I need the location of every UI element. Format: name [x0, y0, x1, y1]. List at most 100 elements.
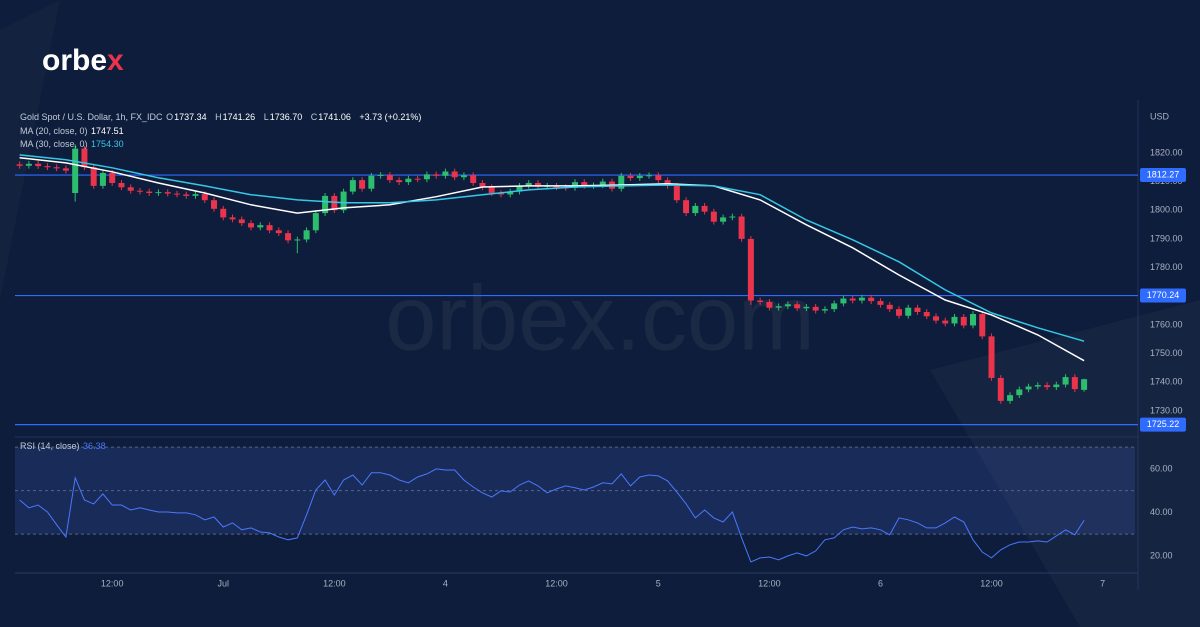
- level-tag: [1140, 288, 1186, 303]
- candle-body: [164, 192, 171, 194]
- legend-value: 1754.30: [91, 139, 124, 149]
- x-tick-label: 6: [878, 578, 883, 588]
- ohlc-label: C: [310, 112, 318, 122]
- candle-body: [322, 195, 329, 214]
- candle-body: [248, 223, 255, 228]
- candle-body: [497, 193, 504, 195]
- candle-body: [109, 172, 116, 183]
- candle-body: [183, 194, 190, 196]
- candle-body: [534, 182, 541, 187]
- ohlc-value: 1737.34: [174, 112, 207, 122]
- candle-body: [99, 172, 106, 186]
- candle-body: [201, 194, 208, 201]
- candle-body: [62, 168, 69, 171]
- candle-body: [53, 167, 60, 169]
- level-tag: [1140, 168, 1186, 183]
- candle-body: [359, 180, 366, 189]
- level-label: 1812.27: [1147, 169, 1180, 179]
- rsi-tick-label: 20.00: [1150, 550, 1173, 560]
- candle-body: [275, 230, 282, 234]
- candle-body: [72, 148, 79, 194]
- candle-body: [118, 182, 125, 188]
- x-tick-label: 4: [443, 578, 448, 588]
- y-tick-label: 1730.00: [1150, 405, 1183, 415]
- candle-body: [470, 175, 477, 183]
- candle-body: [831, 303, 838, 310]
- candle-body: [821, 309, 828, 311]
- candle-body: [627, 175, 634, 179]
- candle-body: [775, 306, 782, 308]
- logo-accent: x: [107, 44, 124, 77]
- candle-body: [1062, 377, 1069, 385]
- candle-body: [1081, 379, 1088, 390]
- candle-body: [812, 306, 819, 311]
- x-tick-label: 12:00: [545, 578, 568, 588]
- legend-name: MA (20, close, 0): [20, 126, 88, 136]
- x-tick-label: 5: [656, 578, 661, 588]
- candle-body: [655, 175, 662, 181]
- candle-body: [257, 225, 264, 228]
- x-tick-label: 12:00: [101, 578, 124, 588]
- candle-body: [433, 174, 440, 176]
- candle-body: [720, 217, 727, 222]
- x-tick-label: 7: [1100, 578, 1105, 588]
- ohlc-label: L: [263, 112, 269, 122]
- candle-body: [636, 175, 643, 179]
- candle-body: [960, 316, 967, 326]
- candle-body: [349, 180, 356, 192]
- candle-body: [173, 193, 180, 195]
- chart-header: Gold Spot / U.S. Dollar, 1h, FX_IDC O173…: [20, 111, 427, 123]
- candle-body: [396, 180, 403, 183]
- candle-body: [479, 182, 486, 188]
- candle-body: [979, 314, 986, 337]
- candle-body: [1053, 384, 1060, 388]
- candle-body: [951, 316, 958, 324]
- candle-body: [414, 178, 421, 180]
- y-tick-label: 1790.00: [1150, 233, 1183, 243]
- ma-line: [19, 154, 1085, 342]
- candle-body: [81, 148, 88, 168]
- candle-body: [386, 174, 393, 181]
- rsi-value: 36.38: [83, 441, 106, 451]
- candle-body: [988, 336, 995, 378]
- candle-body: [997, 377, 1004, 401]
- candle-body: [673, 185, 680, 201]
- candle-body: [294, 239, 301, 241]
- candle-body: [340, 191, 347, 211]
- candle-body: [266, 225, 273, 231]
- ohlc-label: O: [166, 112, 174, 122]
- chart-title: Gold Spot / U.S. Dollar, 1h, FX_IDC: [20, 112, 163, 122]
- candle-body: [784, 304, 791, 307]
- logo-main: orbe: [42, 44, 107, 77]
- ma-line: [19, 157, 1085, 362]
- candle-body: [423, 174, 430, 180]
- candle-body: [599, 181, 606, 186]
- rsi-tick-label: 60.00: [1150, 463, 1173, 473]
- level-label: 1770.24: [1147, 290, 1180, 300]
- rsi-tick-label: 40.00: [1150, 507, 1173, 517]
- rsi-legend: RSI (14, close) 36.38: [20, 440, 112, 452]
- candle-body: [1071, 377, 1078, 390]
- candle-body: [442, 171, 449, 176]
- candle-body: [44, 166, 51, 168]
- x-tick-label: Jul: [218, 578, 230, 588]
- candle-body: [192, 194, 199, 196]
- level-tag: [1140, 417, 1186, 432]
- y-tick-label: 1800.00: [1150, 205, 1183, 215]
- rsi-title: RSI (14, close): [20, 441, 80, 451]
- candle-body: [877, 301, 884, 305]
- candle-body: [923, 312, 930, 317]
- ohlc-label: H: [215, 112, 222, 122]
- candle-body: [1016, 389, 1023, 396]
- candle-body: [683, 200, 690, 214]
- candle-body: [886, 304, 893, 310]
- candle-body: [932, 316, 939, 321]
- candle-body: [1034, 385, 1041, 387]
- candle-body: [572, 182, 578, 188]
- candle-body: [525, 182, 532, 186]
- candle-body: [35, 163, 42, 167]
- x-tick-label: 12:00: [980, 578, 1003, 588]
- candle-body: [127, 187, 134, 191]
- logo: orbex: [42, 44, 124, 77]
